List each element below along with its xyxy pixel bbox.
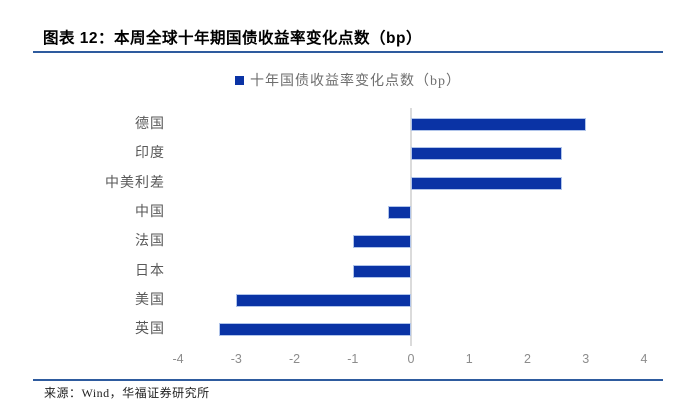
legend-marker-icon (235, 75, 244, 85)
legend-label: 十年国债收益率变化点数（bp） (250, 74, 461, 89)
plot-area (178, 108, 644, 346)
x-tick-label: -2 (288, 352, 301, 366)
x-tick-label: 1 (465, 352, 473, 366)
category-label: 英国 (135, 322, 165, 338)
bar (411, 118, 586, 132)
x-axis: -4 -3 -2 -1 0 1 2 3 4 (172, 352, 647, 370)
category-label: 法国 (135, 234, 165, 250)
bar (387, 206, 411, 220)
x-tick-label: 0 (407, 352, 415, 366)
category-label: 德国 (135, 117, 165, 132)
chart-title: 图表 12：本周全球十年期国债收益率变化点数（bp） (43, 30, 422, 47)
zero-axis-line (410, 108, 412, 346)
footer-divider (33, 379, 663, 381)
bar (236, 293, 411, 307)
x-tick-label: 2 (524, 352, 531, 366)
category-label: 中美利差 (105, 175, 165, 191)
legend: 十年国债收益率变化点数（bp） (33, 70, 663, 90)
category-label: 印度 (135, 146, 165, 162)
category-label: 中国 (135, 204, 165, 220)
x-tick-label: -1 (347, 352, 359, 366)
x-tick-label: 3 (582, 352, 590, 366)
bar (218, 323, 411, 337)
category-label: 美国 (135, 292, 165, 308)
bar (411, 147, 563, 161)
bar (352, 235, 411, 249)
category-label: 日本 (135, 263, 165, 279)
source-note: 来源：Wind，华福证券研究所 (44, 386, 210, 400)
x-tick-label: -3 (230, 352, 242, 366)
bar (411, 176, 563, 190)
title-divider (33, 51, 663, 53)
x-tick-label: -4 (172, 352, 184, 366)
bar (352, 264, 411, 278)
x-tick-label: 4 (640, 352, 648, 366)
category-axis: 德国印度中美利差中国法国日本美国英国 (55, 110, 165, 345)
